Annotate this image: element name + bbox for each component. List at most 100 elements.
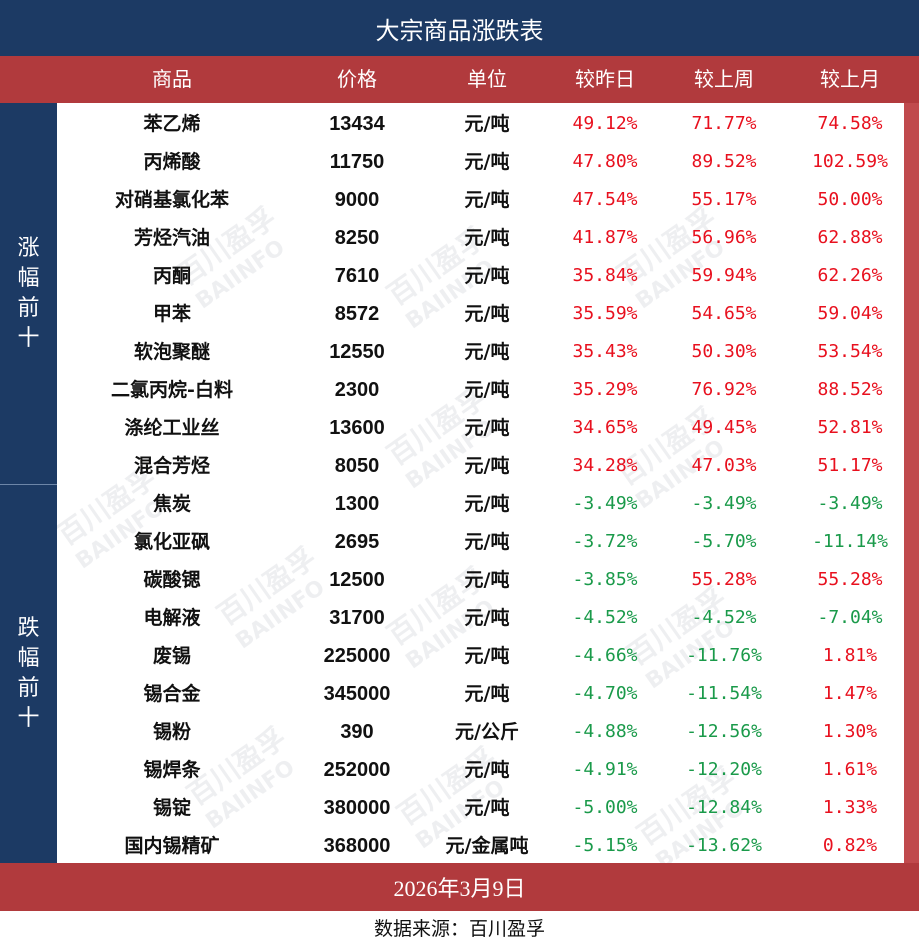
table-row: 国内锡精矿 368000 元/金属吨 -5.15% -13.62% 0.82% xyxy=(57,827,904,863)
cell-week: 55.28% xyxy=(691,569,757,590)
cell-unit: 元/吨 xyxy=(464,113,510,135)
cell-week: 47.03% xyxy=(691,455,757,476)
cell-month: -11.14% xyxy=(812,531,888,552)
cell-unit: 元/吨 xyxy=(464,151,510,173)
cell-month: 1.47% xyxy=(822,683,878,704)
cell-unit: 元/吨 xyxy=(464,379,510,401)
table-row: 焦炭 1300 元/吨 -3.49% -3.49% -3.49% xyxy=(57,485,904,523)
table-row: 二氯丙烷-白料 2300 元/吨 35.29% 76.92% 88.52% xyxy=(57,371,904,409)
cell-price: 390 xyxy=(340,721,374,743)
cell-name: 锡粉 xyxy=(152,721,192,743)
cell-week: -11.54% xyxy=(686,683,762,704)
header-day: 较昨日 xyxy=(575,67,635,91)
table-row: 丙烯酸 11750 元/吨 47.80% 89.52% 102.59% xyxy=(57,143,904,181)
cell-month: 53.54% xyxy=(817,341,883,362)
cell-unit: 元/吨 xyxy=(464,607,510,629)
cell-price: 2300 xyxy=(334,379,380,401)
cell-day: 35.29% xyxy=(572,379,638,400)
cell-unit: 元/吨 xyxy=(464,227,510,249)
cell-unit: 元/金属吨 xyxy=(445,835,529,857)
cell-price: 7610 xyxy=(334,265,380,287)
cell-week: 49.45% xyxy=(691,417,757,438)
cell-day: -4.66% xyxy=(572,645,638,666)
cell-day: 34.65% xyxy=(572,417,638,438)
cell-name: 电解液 xyxy=(143,607,201,629)
cell-unit: 元/吨 xyxy=(464,797,510,819)
cell-day: -4.88% xyxy=(572,721,638,742)
table-row: 锡锭 380000 元/吨 -5.00% -12.84% 1.33% xyxy=(57,789,904,827)
cell-name: 丙烯酸 xyxy=(143,151,201,173)
table-row: 丙酮 7610 元/吨 35.84% 59.94% 62.26% xyxy=(57,257,904,295)
header-name: 商品 xyxy=(152,67,192,91)
table-row: 软泡聚醚 12550 元/吨 35.43% 50.30% 53.54% xyxy=(57,333,904,371)
table-row: 氯化亚砜 2695 元/吨 -3.72% -5.70% -11.14% xyxy=(57,523,904,561)
cell-month: 74.58% xyxy=(817,113,883,134)
commodity-table: 百川盈孚 BAIINFO 百川盈孚 BAIINFO 百川盈孚 BAIINFO 百川盈孚… xyxy=(57,103,904,863)
table-row: 废锡 225000 元/吨 -4.66% -11.76% 1.81% xyxy=(57,637,904,675)
group-label-char: 幅 xyxy=(17,265,40,291)
cell-name: 涤纶工业丝 xyxy=(124,417,220,439)
cell-unit: 元/吨 xyxy=(464,303,510,325)
table-row: 锡合金 345000 元/吨 -4.70% -11.54% 1.47% xyxy=(57,675,904,713)
right-border-strip xyxy=(904,103,919,863)
cell-week: -3.49% xyxy=(691,493,757,514)
cell-unit: 元/吨 xyxy=(464,493,510,515)
cell-month: 1.61% xyxy=(822,759,878,780)
cell-name: 国内锡精矿 xyxy=(124,835,220,857)
cell-price: 2695 xyxy=(334,531,380,553)
cell-week: -12.56% xyxy=(686,721,762,742)
cell-day: 47.54% xyxy=(572,189,638,210)
group-label-char: 十 xyxy=(17,706,40,731)
cell-price: 8250 xyxy=(334,227,380,249)
cell-week: 54.65% xyxy=(691,303,757,324)
cell-month: 1.30% xyxy=(822,721,878,742)
cell-unit: 元/公斤 xyxy=(455,721,519,743)
cell-day: -4.52% xyxy=(572,607,638,628)
cell-price: 252000 xyxy=(323,759,391,781)
cell-month: 55.28% xyxy=(817,569,883,590)
cell-price: 12550 xyxy=(329,341,385,363)
cell-week: 55.17% xyxy=(691,189,757,210)
cell-week: 71.77% xyxy=(691,113,757,134)
cell-month: 50.00% xyxy=(817,189,883,210)
cell-name: 混合芳烃 xyxy=(133,455,211,477)
cell-month: 88.52% xyxy=(817,379,883,400)
group-label-top-losers: 跌 幅 前 十 xyxy=(0,484,57,863)
cell-name: 二氯丙烷-白料 xyxy=(111,379,233,401)
group-label-top-gainers: 涨 幅 前 十 xyxy=(0,103,57,484)
cell-month: 1.81% xyxy=(822,645,878,666)
cell-unit: 元/吨 xyxy=(464,417,510,439)
cell-price: 12500 xyxy=(329,569,385,591)
cell-month: 62.26% xyxy=(817,265,883,286)
cell-unit: 元/吨 xyxy=(464,455,510,477)
column-header-row: 商品 价格 单位 较昨日 较上周 较上月 xyxy=(0,56,919,103)
cell-name: 氯化亚砜 xyxy=(133,531,211,553)
table-row: 芳烃汽油 8250 元/吨 41.87% 56.96% 62.88% xyxy=(57,219,904,257)
cell-price: 345000 xyxy=(323,683,391,705)
group-label-char: 前 xyxy=(17,676,40,701)
cell-day: 49.12% xyxy=(572,113,638,134)
cell-price: 1300 xyxy=(334,493,380,515)
cell-week: -12.20% xyxy=(686,759,762,780)
table-row: 对硝基氯化苯 9000 元/吨 47.54% 55.17% 50.00% xyxy=(57,181,904,219)
group-label-char: 跌 xyxy=(17,616,40,641)
table-row: 锡粉 390 元/公斤 -4.88% -12.56% 1.30% xyxy=(57,713,904,751)
cell-unit: 元/吨 xyxy=(464,531,510,553)
cell-week: 50.30% xyxy=(691,341,757,362)
cell-price: 8572 xyxy=(334,303,380,325)
cell-day: 34.28% xyxy=(572,455,638,476)
cell-unit: 元/吨 xyxy=(464,683,510,705)
cell-month: 51.17% xyxy=(817,455,883,476)
table-row: 锡焊条 252000 元/吨 -4.91% -12.20% 1.61% xyxy=(57,751,904,789)
cell-unit: 元/吨 xyxy=(464,645,510,667)
cell-day: -5.00% xyxy=(572,797,638,818)
cell-price: 380000 xyxy=(323,797,391,819)
cell-price: 13600 xyxy=(329,417,385,439)
cell-day: -3.85% xyxy=(572,569,638,590)
cell-day: -5.15% xyxy=(572,835,638,856)
table-title: 大宗商品涨跌表 xyxy=(0,0,919,56)
cell-day: 47.80% xyxy=(572,151,638,172)
cell-unit: 元/吨 xyxy=(464,759,510,781)
cell-day: -3.72% xyxy=(572,531,638,552)
cell-unit: 元/吨 xyxy=(464,569,510,591)
